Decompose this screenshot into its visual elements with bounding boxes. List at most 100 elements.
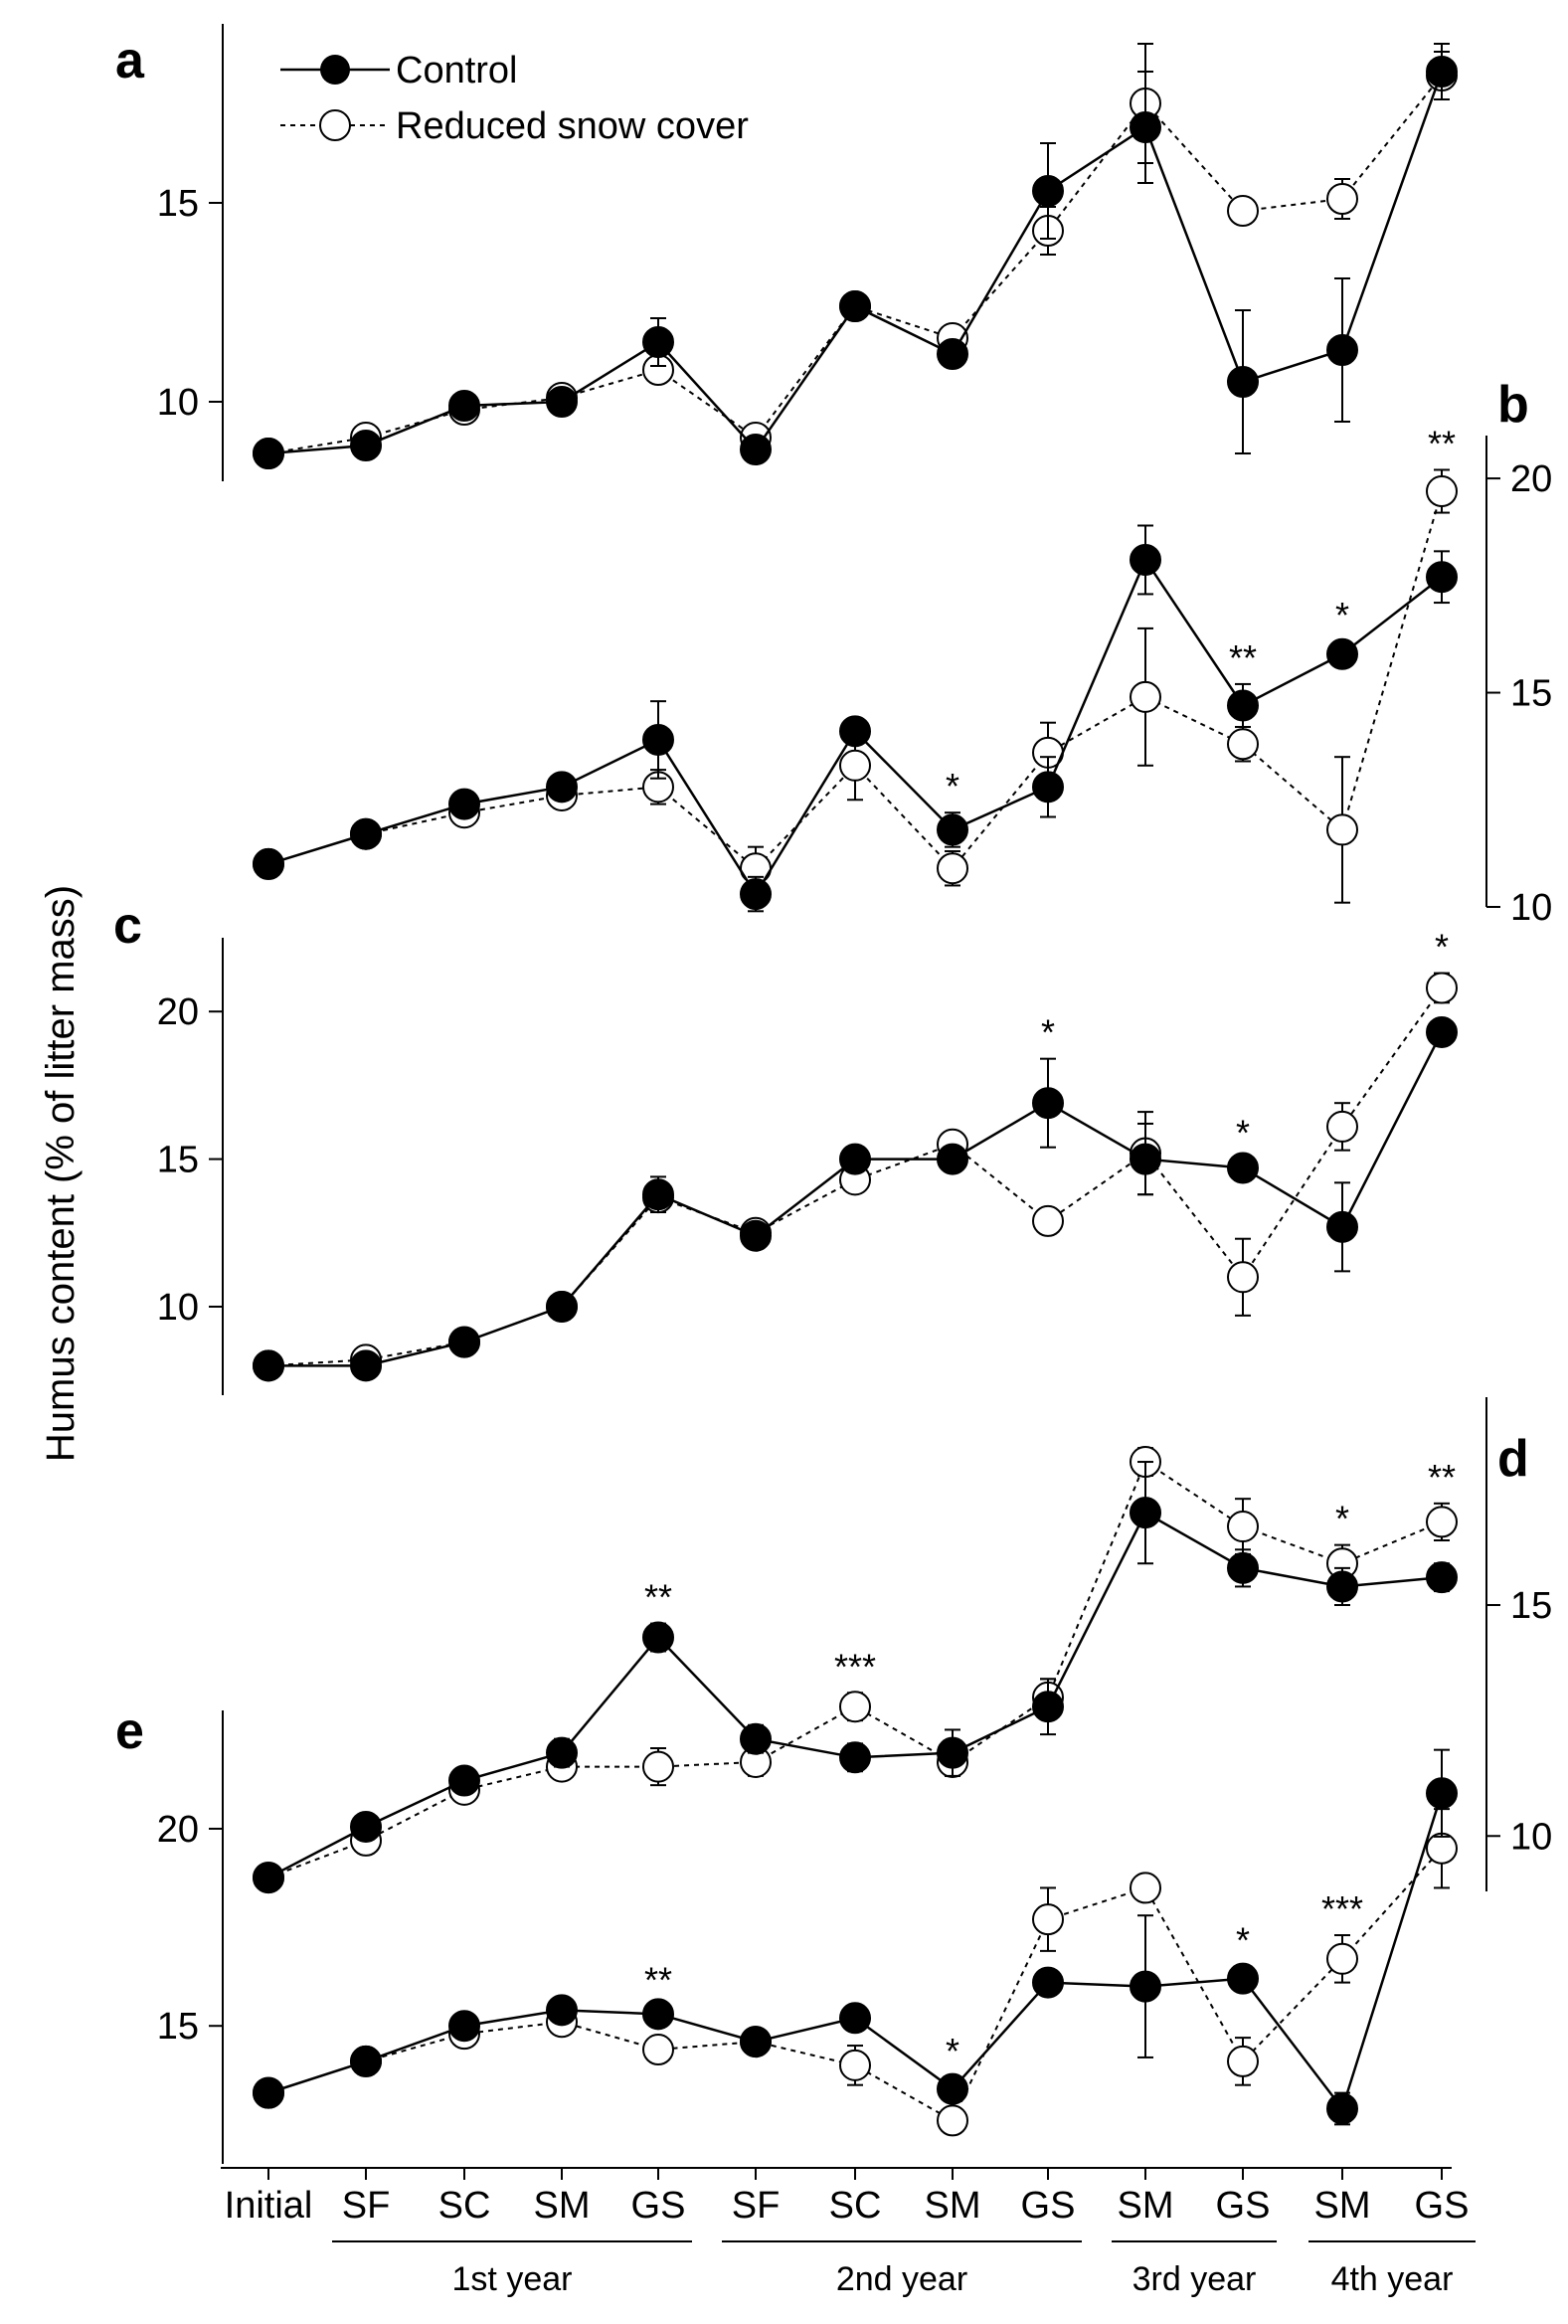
panel-label-b: b <box>1497 376 1529 434</box>
legend-control-marker <box>320 55 350 85</box>
control-point-a-10 <box>1227 366 1259 398</box>
significance-c-10: * <box>1236 1113 1250 1154</box>
control-point-d-1 <box>350 1810 382 1843</box>
significance-d-6: *** <box>834 1646 876 1687</box>
reduced-point-e-11 <box>1326 1942 1358 1975</box>
reduced-point-b-11 <box>1326 813 1358 846</box>
control-point-b-8 <box>1032 771 1064 804</box>
series-reduced-b <box>253 468 1458 904</box>
control-point-d-9 <box>1130 1497 1161 1529</box>
x-tick-label-0: Initial <box>225 2185 313 2227</box>
x-tick-label-4: GS <box>631 2185 686 2227</box>
control-point-c-7 <box>937 1143 968 1175</box>
series-reduced-e <box>253 1808 1458 2137</box>
control-point-b-2 <box>448 788 480 820</box>
reduced-point-e-10 <box>1227 2045 1259 2077</box>
control-point-d-5 <box>740 1722 772 1755</box>
y-tick-label-e-1: 20 <box>157 1809 199 1851</box>
y-tick-label-b-1: 15 <box>1510 673 1552 715</box>
control-point-c-10 <box>1227 1152 1259 1184</box>
control-point-c-9 <box>1130 1143 1161 1175</box>
reduced-point-b-9 <box>1130 680 1161 713</box>
series-reduced-c <box>253 972 1458 1382</box>
series-control-c <box>253 1015 1458 1382</box>
control-point-d-2 <box>448 1764 480 1797</box>
reduced-point-c-12 <box>1426 972 1458 1004</box>
reduced-point-c-8 <box>1032 1204 1064 1237</box>
control-point-a-3 <box>546 386 578 418</box>
significance-e-7: * <box>946 2031 959 2071</box>
reduced-point-d-10 <box>1227 1511 1259 1543</box>
control-point-a-5 <box>740 434 772 465</box>
control-point-c-5 <box>740 1219 772 1252</box>
control-point-a-2 <box>448 390 480 422</box>
control-point-e-6 <box>839 2002 871 2035</box>
control-point-d-8 <box>1032 1691 1064 1723</box>
control-point-e-8 <box>1032 1966 1064 1999</box>
y-tick-label-c-2: 20 <box>157 991 199 1033</box>
control-point-a-8 <box>1032 175 1064 207</box>
significance-b-12: ** <box>1428 423 1456 463</box>
significance-e-4: ** <box>644 1959 672 2000</box>
control-point-d-12 <box>1426 1561 1458 1594</box>
reduced-point-b-6 <box>839 749 871 782</box>
significance-d-12: ** <box>1428 1457 1456 1498</box>
significance-c-12: * <box>1435 927 1449 968</box>
x-tick-label-8: GS <box>1021 2185 1076 2227</box>
reduced-point-d-6 <box>839 1691 871 1723</box>
control-point-c-2 <box>448 1326 480 1358</box>
y-tick-label-c-1: 15 <box>157 1140 199 1181</box>
control-point-b-12 <box>1426 561 1458 594</box>
y-tick-label-a-1: 15 <box>157 183 199 225</box>
y-tick-label-c-0: 10 <box>157 1287 199 1329</box>
reduced-point-e-9 <box>1130 1872 1161 1904</box>
significance-d-4: ** <box>644 1577 672 1618</box>
control-point-a-9 <box>1130 111 1161 143</box>
x-tick-label-12: GS <box>1415 2185 1470 2227</box>
x-tick-label-6: SC <box>829 2185 882 2227</box>
x-tick-label-2: SC <box>438 2185 491 2227</box>
control-point-e-10 <box>1227 1962 1259 1995</box>
control-point-c-11 <box>1326 1210 1358 1243</box>
panel-c: 10 15 20 c * * * <box>113 897 1458 1395</box>
y-tick-label-d-0: 10 <box>1510 1816 1552 1858</box>
reduced-point-e-4 <box>642 2034 674 2066</box>
control-point-e-12 <box>1426 1777 1458 1810</box>
control-point-a-4 <box>642 326 674 358</box>
y-tick-label-e-0: 15 <box>157 2006 199 2048</box>
control-point-d-3 <box>546 1736 578 1769</box>
control-point-c-4 <box>642 1178 674 1211</box>
legend-control-label: Control <box>396 50 518 91</box>
reduced-point-e-8 <box>1032 1903 1064 1936</box>
y-tick-label-d-1: 15 <box>1510 1585 1552 1627</box>
x-tick-label-1: SF <box>342 2185 391 2227</box>
y-tick-label-b-0: 10 <box>1510 887 1552 929</box>
reduced-point-b-10 <box>1227 728 1259 761</box>
x-tick-label-7: SM <box>925 2185 981 2227</box>
series-control-a <box>253 43 1458 469</box>
panel-label-c: c <box>113 897 142 955</box>
control-point-d-0 <box>253 1862 284 1894</box>
control-point-b-7 <box>937 813 968 846</box>
significance-b-11: * <box>1335 595 1349 635</box>
y-tick-label-a-0: 10 <box>157 382 199 424</box>
y-tick-label-b-2: 20 <box>1510 458 1552 500</box>
x-axis: Initial SF SC SM GS SF SC SM GS SM GS SM GS 1st year 2… <box>221 2167 1476 2298</box>
x-tick-label-5: SF <box>732 2185 781 2227</box>
control-point-a-1 <box>350 430 382 461</box>
reduced-point-b-7 <box>937 852 968 885</box>
significance-b-10: ** <box>1229 637 1257 678</box>
control-point-c-12 <box>1426 1015 1458 1048</box>
series-control-b <box>253 524 1458 913</box>
panel-label-a: a <box>115 32 145 89</box>
panels: 1015a101520b******101520c***1015d*******… <box>113 24 1552 2164</box>
y-axis-label: Humus content (% of litter mass) <box>39 885 83 1462</box>
control-point-d-11 <box>1326 1570 1358 1603</box>
control-point-e-9 <box>1130 1970 1161 2003</box>
reduced-point-d-4 <box>642 1750 674 1783</box>
significance-e-11: *** <box>1321 1888 1363 1929</box>
control-point-b-6 <box>839 715 871 748</box>
